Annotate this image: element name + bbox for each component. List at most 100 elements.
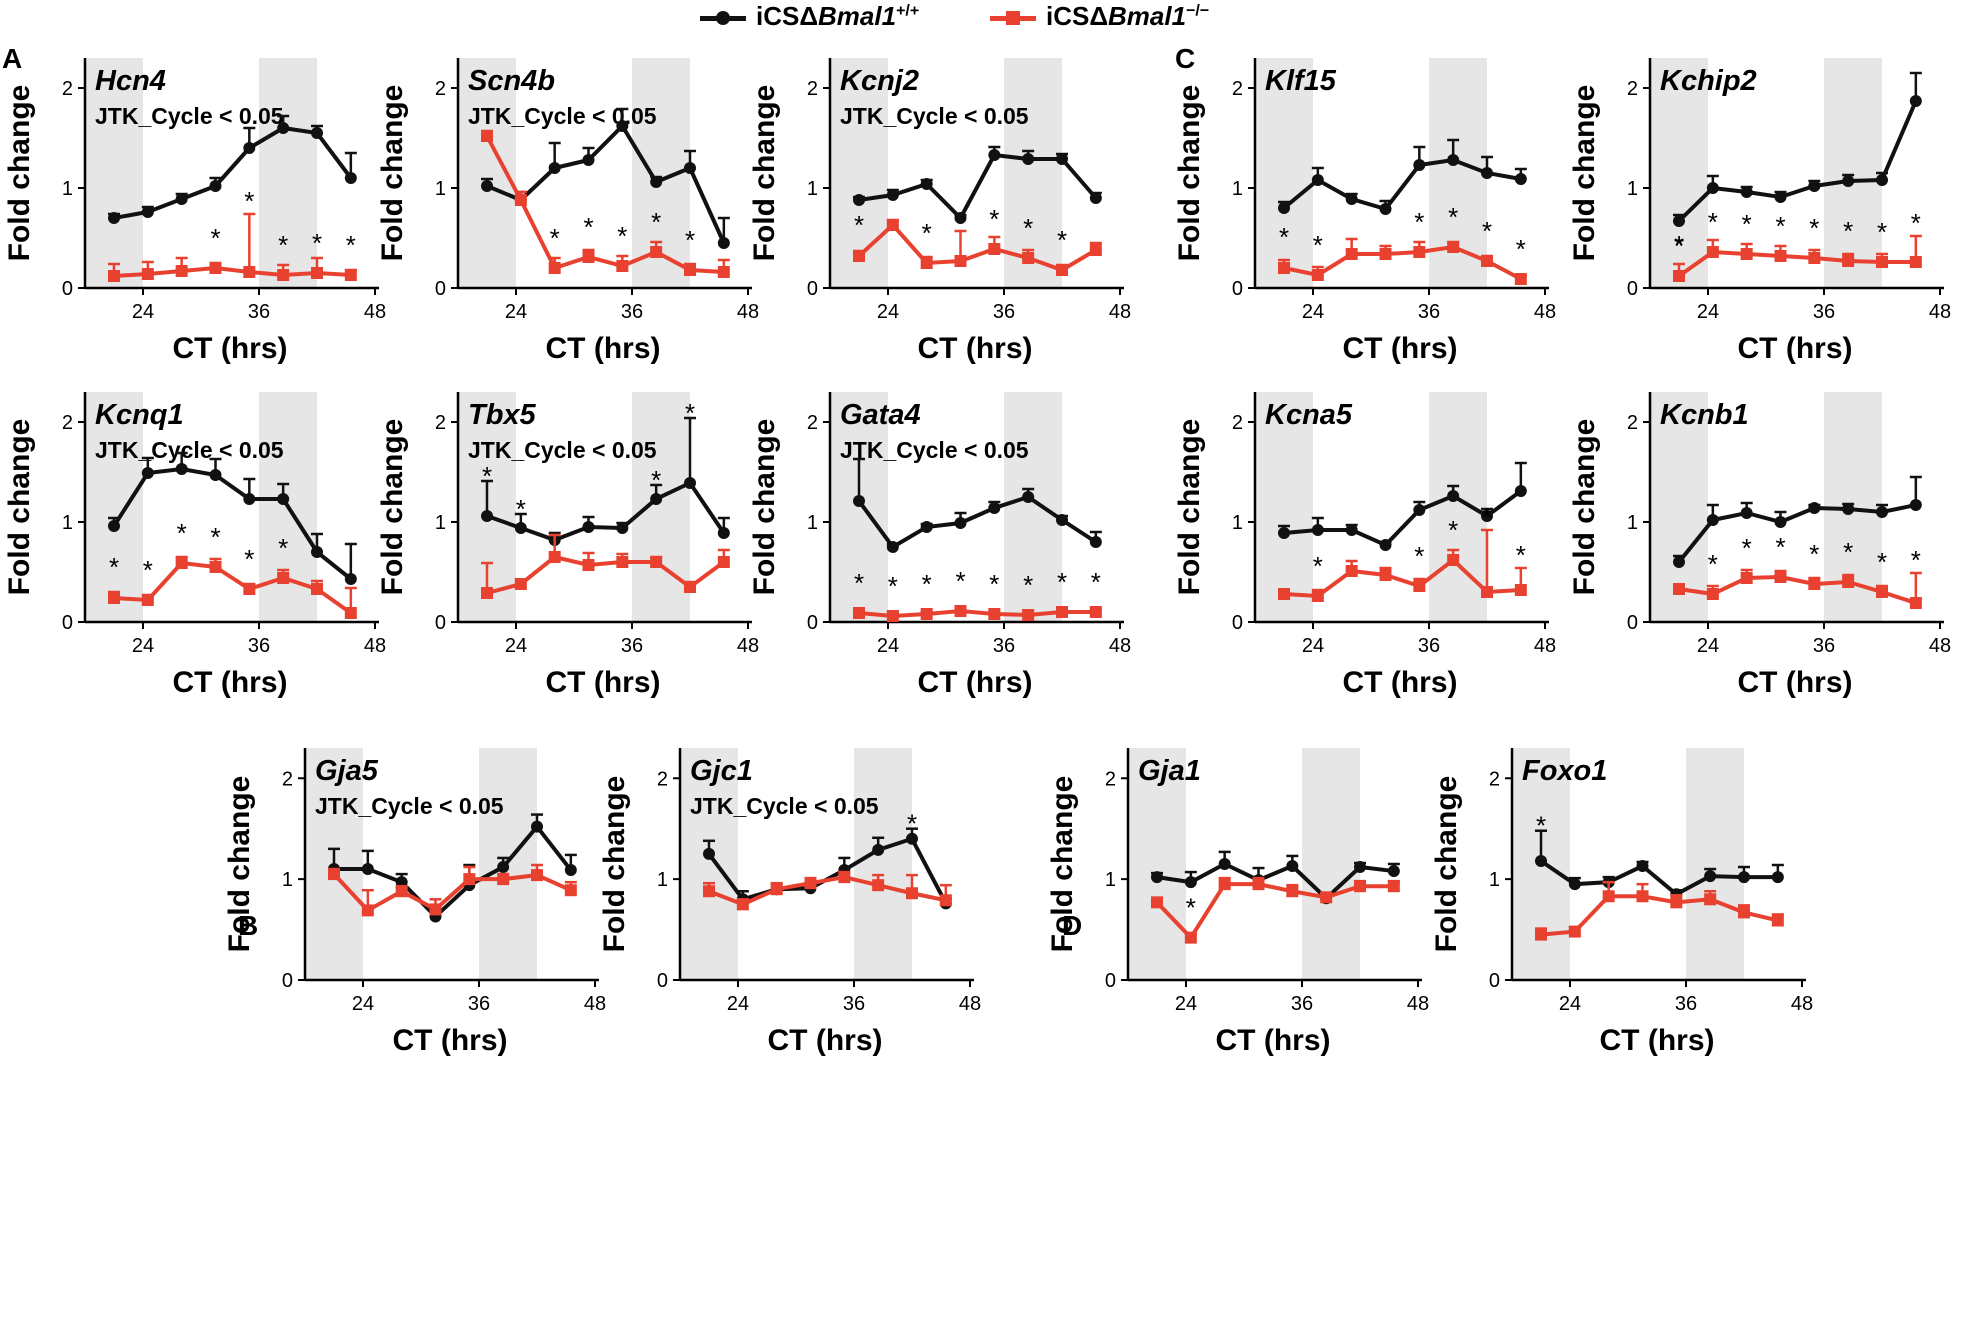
gene-title: Foxo1	[1522, 755, 1607, 787]
data-point	[1354, 880, 1366, 893]
x-tick-label: 48	[584, 993, 606, 1015]
shaded-band	[1824, 58, 1882, 288]
data-point	[1218, 878, 1231, 891]
data-point	[1278, 588, 1290, 600]
data-point	[1184, 931, 1197, 944]
significance-mark: *	[1708, 207, 1718, 237]
data-point	[1771, 871, 1784, 884]
data-point	[1184, 876, 1197, 889]
data-point	[1514, 173, 1527, 185]
data-point	[1022, 609, 1035, 621]
x-axis-label: CT (hrs)	[173, 666, 288, 699]
jtk-label: JTK_Cycle < 0.05	[468, 437, 657, 463]
data-point	[395, 885, 408, 898]
data-point	[1413, 580, 1426, 592]
data-point	[1636, 890, 1649, 903]
significance-mark: *	[1482, 216, 1492, 246]
data-point	[497, 873, 510, 886]
series-ko	[1278, 528, 1527, 602]
significance-mark: *	[651, 207, 661, 237]
data-point	[906, 832, 918, 845]
x-tick-label: 36	[1418, 301, 1440, 323]
x-tick-label: 24	[1302, 635, 1324, 657]
data-point	[141, 467, 154, 479]
y-tick-label: 1	[1105, 869, 1116, 891]
x-tick-label: 36	[468, 993, 490, 1015]
data-point	[1447, 490, 1460, 502]
significance-mark: *	[1877, 217, 1887, 247]
data-point	[243, 583, 256, 595]
data-point	[141, 268, 154, 280]
data-point	[886, 610, 899, 622]
y-tick-label: 1	[1232, 178, 1243, 200]
data-point	[1379, 539, 1392, 551]
x-tick-label: 24	[132, 301, 154, 323]
significance-mark: *	[516, 494, 526, 524]
data-point	[1876, 506, 1888, 518]
significance-mark: *	[210, 522, 220, 552]
series-wt	[108, 451, 357, 585]
x-tick-label: 36	[621, 635, 643, 657]
series-ko	[1673, 234, 1922, 282]
data-point	[277, 572, 290, 584]
data-point	[1022, 491, 1035, 503]
data-point	[1481, 510, 1493, 522]
data-point	[650, 493, 663, 505]
series-ko	[1535, 880, 1784, 941]
gene-title: Kcnq1	[95, 399, 184, 431]
series-ko	[1278, 237, 1527, 285]
x-axis-label: CT (hrs)	[173, 332, 288, 365]
shaded-band	[1686, 748, 1744, 980]
significance-mark: *	[1414, 207, 1424, 237]
data-point	[481, 130, 493, 142]
data-point	[684, 581, 696, 593]
data-point	[939, 894, 952, 907]
significance-mark: *	[1877, 547, 1887, 577]
y-tick-label: 2	[435, 78, 446, 100]
y-tick-label: 0	[1627, 278, 1638, 300]
data-point	[1909, 256, 1922, 268]
data-point	[1320, 891, 1333, 904]
data-point	[277, 269, 290, 281]
data-point	[1706, 588, 1719, 600]
y-tick-label: 2	[1232, 78, 1243, 100]
data-point	[1151, 871, 1163, 884]
shaded-band	[259, 58, 317, 288]
data-point	[243, 142, 256, 154]
data-point	[1535, 928, 1547, 941]
data-point	[1278, 527, 1290, 539]
significance-mark: *	[989, 569, 999, 599]
significance-mark: *	[1057, 567, 1067, 597]
data-point	[1151, 896, 1163, 909]
data-point	[311, 267, 323, 279]
data-point	[1740, 572, 1753, 584]
data-point	[853, 607, 865, 619]
data-point	[481, 587, 493, 599]
y-tick-label: 0	[807, 278, 818, 300]
data-point	[703, 847, 715, 860]
data-point	[1286, 885, 1299, 898]
y-tick-label: 2	[1627, 412, 1638, 434]
x-tick-label: 36	[621, 301, 643, 323]
y-tick-label: 2	[435, 412, 446, 434]
x-tick-label: 48	[1791, 993, 1813, 1015]
data-point	[481, 180, 493, 192]
data-point	[954, 255, 967, 267]
data-point	[108, 212, 120, 224]
x-tick-label: 36	[1291, 993, 1313, 1015]
data-point	[650, 556, 663, 568]
significance-mark: *	[278, 533, 288, 563]
data-point	[1706, 246, 1719, 258]
significance-mark: *	[651, 465, 661, 495]
data-point	[328, 868, 340, 881]
x-tick-label: 48	[737, 635, 759, 657]
significance-mark: *	[955, 566, 965, 596]
data-point	[1568, 925, 1581, 938]
y-tick-label: 1	[282, 869, 293, 891]
data-point	[243, 266, 256, 278]
significance-mark: *	[617, 221, 627, 251]
y-axis-label: Fold change	[1568, 85, 1601, 262]
x-axis-label: CT (hrs)	[546, 332, 661, 365]
